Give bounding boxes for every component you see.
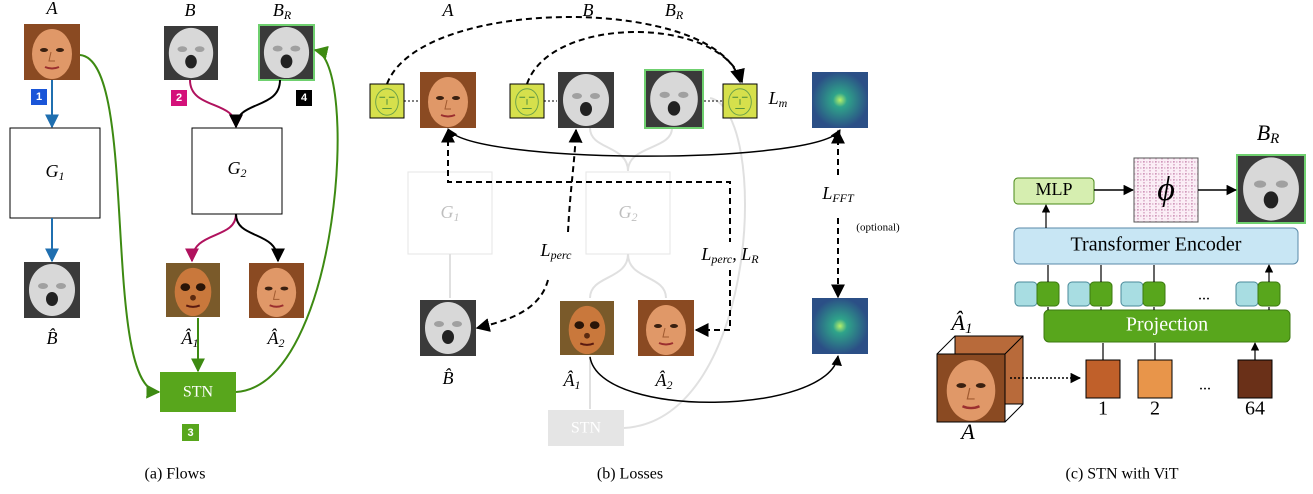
- label: Â1: [181, 327, 199, 350]
- token: [1068, 282, 1090, 306]
- arrow: [236, 214, 278, 261]
- caption: (a) Flows: [145, 466, 206, 483]
- gray-image: [420, 300, 476, 356]
- arrow: [192, 214, 236, 261]
- arrow: [236, 50, 338, 392]
- label: B̂: [443, 368, 454, 388]
- figure: A 1 G1 B̂ B BR 2 4 G2 Â1 Â2 STN 3: [0, 0, 1313, 494]
- encoder-label: Transformer Encoder: [1071, 234, 1242, 256]
- label: Â1: [950, 310, 973, 337]
- landmark-image: [370, 84, 404, 118]
- token: [1258, 282, 1280, 306]
- gray-image: [164, 26, 218, 80]
- arrow: [236, 80, 280, 127]
- label: BR: [665, 0, 684, 22]
- stn-label: STN: [571, 420, 602, 437]
- token: [1236, 282, 1258, 306]
- input-cube: [937, 336, 1023, 422]
- step-label: 2: [176, 92, 182, 104]
- label: A: [442, 0, 455, 20]
- panel-losses: G1 G2 STN A B BR Lm Lp: [370, 0, 900, 483]
- landmark-image: [723, 84, 757, 118]
- label: BR: [273, 0, 292, 22]
- landmark-image: [510, 84, 544, 118]
- gray-image: [645, 70, 703, 128]
- ellipsis: ...: [1199, 377, 1211, 394]
- patch: [1138, 360, 1172, 398]
- face-image: [560, 301, 614, 355]
- faded-flow: G1 G2 STN: [408, 98, 745, 446]
- patch-label: 64: [1245, 398, 1265, 420]
- tokens: ...: [1015, 265, 1280, 306]
- arrow: [80, 55, 159, 392]
- caption: (c) STN with ViT: [1066, 466, 1179, 483]
- caption: (b) Losses: [597, 466, 663, 483]
- fft-image: [812, 72, 868, 128]
- label: B: [185, 0, 196, 20]
- label: Â1: [563, 369, 581, 392]
- patch: [1238, 360, 1272, 398]
- fft-arrow: [448, 129, 840, 156]
- patch-label: 2: [1150, 398, 1160, 420]
- label: A: [959, 419, 975, 444]
- label: Â2: [655, 369, 673, 392]
- panel-stn-vit: BR MLP ϕ Transformer Encoder ... Project…: [937, 120, 1305, 483]
- step-label: 1: [36, 91, 42, 103]
- gray-image: [259, 25, 314, 80]
- arrow: [1103, 343, 1255, 360]
- fft-arrow: [590, 356, 838, 402]
- step-label: 4: [301, 92, 308, 104]
- label: Â2: [267, 327, 285, 350]
- face-image: [24, 24, 80, 80]
- loss-arrow: [477, 280, 548, 328]
- mlp-label: MLP: [1035, 179, 1072, 199]
- token: [1143, 282, 1165, 306]
- token: [1121, 282, 1143, 306]
- token: [1090, 282, 1112, 306]
- face-image: [638, 300, 694, 356]
- token: [1015, 282, 1037, 306]
- panel-flows: A 1 G1 B̂ B BR 2 4 G2 Â1 Â2 STN 3: [10, 0, 338, 483]
- fft-image: [812, 298, 868, 354]
- loss-arrow: [696, 270, 730, 330]
- face-image: [937, 354, 1005, 422]
- token: [1037, 282, 1059, 306]
- stn-label: STN: [183, 384, 214, 401]
- face-image: [166, 263, 220, 317]
- patch-label: 1: [1098, 398, 1108, 420]
- face-image: [249, 263, 304, 318]
- patch: [1086, 360, 1120, 398]
- gray-image: [1237, 155, 1305, 223]
- l-m-label: Lm: [768, 88, 788, 110]
- l-perc-label: Lperc: [540, 240, 573, 262]
- gray-image: [24, 262, 80, 318]
- gray-image: [558, 72, 614, 128]
- label: B̂: [47, 328, 58, 348]
- optional-label: (optional): [856, 222, 900, 234]
- ellipsis: ...: [1198, 287, 1210, 304]
- step-label: 3: [187, 427, 193, 439]
- label: BR: [1257, 120, 1280, 147]
- l-fft-label: LFFT: [821, 183, 855, 205]
- label: A: [46, 0, 59, 18]
- l-perc-r-label: Lperc, LR: [700, 244, 759, 266]
- projection-label: Projection: [1126, 314, 1208, 336]
- arrow: [1048, 265, 1269, 282]
- arrow: [190, 80, 236, 127]
- face-image: [420, 72, 476, 128]
- phi-label: ϕ: [1157, 171, 1175, 208]
